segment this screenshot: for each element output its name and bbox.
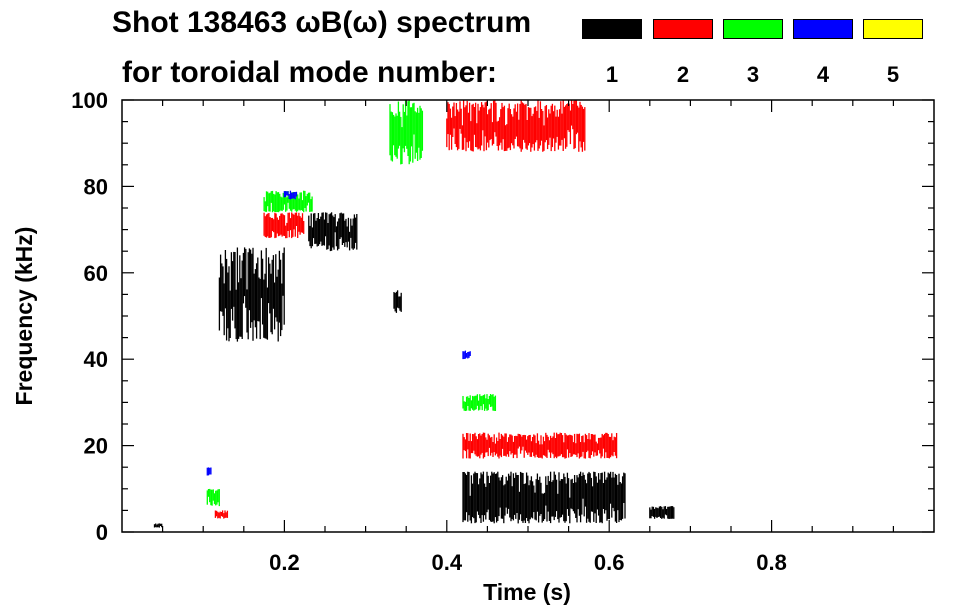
spectrogram-data: [153, 100, 675, 528]
mode-2-region: [462, 432, 618, 459]
y-tick-label: 100: [71, 88, 108, 113]
axis-ticks: 0.2 0.4 0.6 0.8 0 20 40 60 80 100: [71, 88, 934, 575]
mode-1-region: [393, 290, 402, 313]
y-axis-label: Frequency (kHz): [11, 227, 37, 406]
mode-2-region: [446, 100, 586, 152]
legend-label-mode-4: 4: [816, 62, 830, 87]
mode-3-region: [389, 100, 424, 165]
mode-2-region: [214, 510, 229, 519]
y-tick-label: 20: [84, 434, 108, 459]
legend-label-mode-5: 5: [886, 62, 900, 87]
mode-2-region: [263, 212, 305, 239]
mode-1-region: [649, 506, 675, 519]
chart-title: Shot 138463 ωB(ω) spectrum: [112, 6, 532, 39]
x-axis-label: Time (s): [483, 579, 571, 605]
y-tick-label: 60: [84, 261, 108, 286]
mode-3-region: [206, 488, 220, 507]
mode-1-region: [153, 523, 163, 528]
mode-1-region: [462, 471, 626, 524]
legend-swatch-mode-5: [863, 19, 923, 39]
legend-swatch-mode-3: [723, 19, 783, 39]
mode-1-region: [218, 247, 285, 342]
mode-3-region: [462, 394, 497, 411]
x-tick-label: 0.8: [756, 550, 787, 575]
legend-label-mode-3: 3: [746, 62, 760, 87]
legend-swatch-mode-1: [582, 19, 642, 39]
mode-1-region: [308, 212, 358, 252]
x-tick-label: 0.2: [269, 550, 300, 575]
y-tick-label: 0: [96, 520, 108, 545]
legend-label-mode-2: 2: [676, 62, 690, 87]
mode-4-region: [206, 467, 212, 476]
legend-swatch-mode-4: [793, 19, 853, 39]
mode-4-region: [283, 190, 298, 200]
y-tick-label: 40: [84, 347, 108, 372]
plot-frame: [121, 99, 935, 533]
x-tick-label: 0.4: [432, 550, 463, 575]
legend-swatch-mode-2: [653, 19, 713, 39]
y-tick-label: 80: [84, 174, 108, 199]
chart-subtitle: for toroidal mode number:: [122, 56, 497, 89]
mode-4-region: [462, 350, 471, 360]
x-tick-label: 0.6: [594, 550, 625, 575]
legend-label-mode-1: 1: [605, 62, 619, 87]
